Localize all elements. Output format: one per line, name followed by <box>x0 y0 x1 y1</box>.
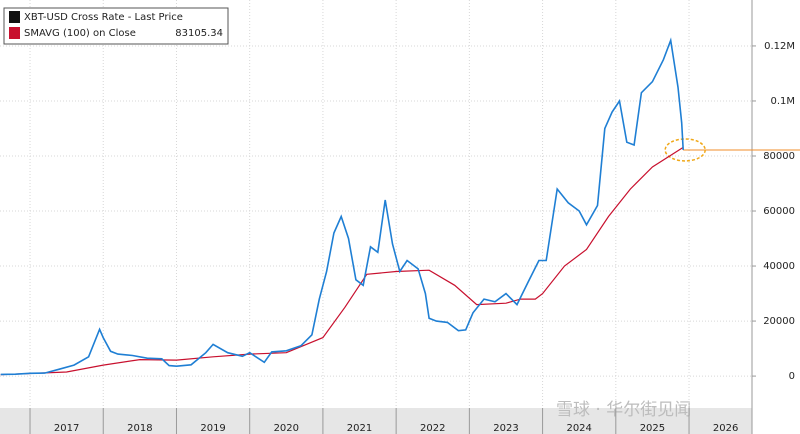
legend: XBT-USD Cross Rate - Last Price SMAVG (10… <box>3 7 229 45</box>
series-line <box>0 37 684 376</box>
legend-swatch <box>9 27 20 39</box>
legend-label: XBT-USD Cross Rate - Last Price <box>24 12 183 23</box>
y-tick-label: 40000 <box>763 261 795 272</box>
x-tick-label: 2019 <box>200 423 225 434</box>
y-tick-label: 0.12M <box>764 41 795 52</box>
x-tick-label: 2020 <box>274 423 299 434</box>
x-tick-label: 2022 <box>420 423 445 434</box>
plot <box>0 0 800 408</box>
x-tick-label: 2024 <box>566 423 591 434</box>
x-tick-label: 2025 <box>640 423 665 434</box>
series-line <box>0 146 684 376</box>
y-tick-label: 20000 <box>763 316 795 327</box>
y-tick-label: 80000 <box>763 151 795 162</box>
x-tick-label: 2021 <box>347 423 372 434</box>
y-tick-label: 0 <box>789 371 795 382</box>
x-tick-label: 2023 <box>493 423 518 434</box>
watermark: 雪球 · 华尔街见闻 <box>556 400 691 420</box>
x-tick-label: 2018 <box>127 423 152 434</box>
x-tick-label: 2026 <box>713 423 738 434</box>
legend-value: 83105.34 <box>175 28 223 39</box>
x-tick-label: 2017 <box>54 423 79 434</box>
y-tick-label: 60000 <box>763 206 795 217</box>
x-axis-band <box>0 408 752 434</box>
legend-box <box>3 7 229 45</box>
legend-label: SMAVG (100) on Close <box>24 28 136 39</box>
y-tick-label: 0.1M <box>770 96 795 107</box>
highlight-circle <box>664 138 706 162</box>
legend-swatch <box>9 11 20 23</box>
